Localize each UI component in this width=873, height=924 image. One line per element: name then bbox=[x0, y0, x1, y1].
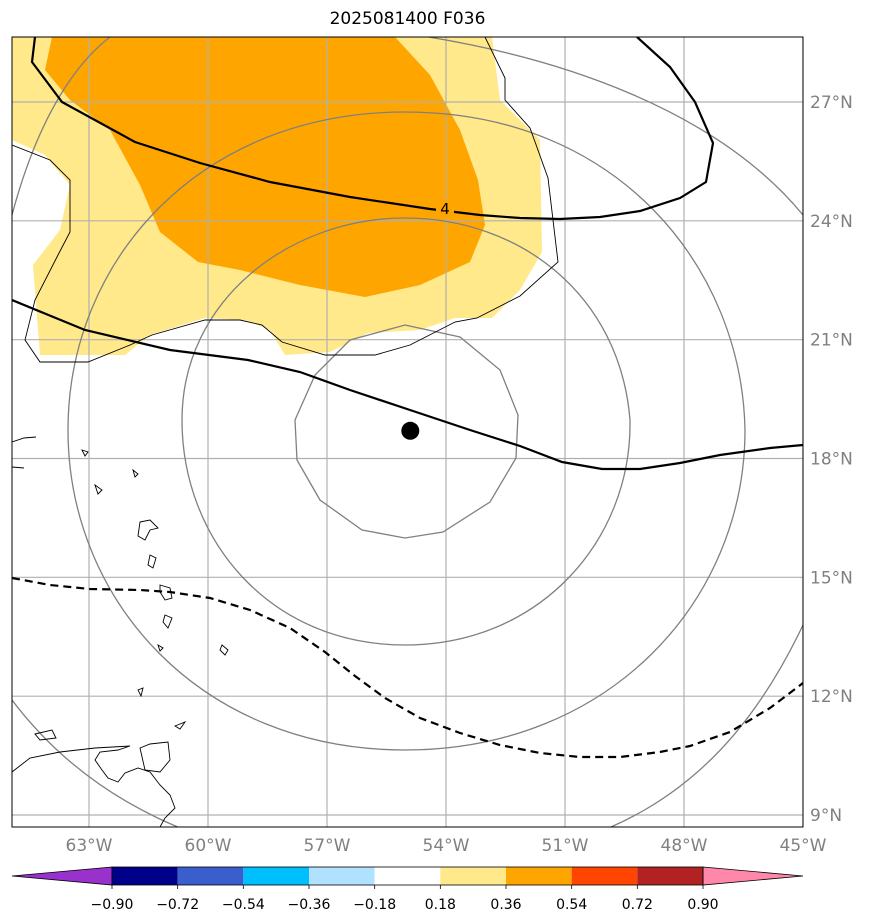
contour-middle bbox=[12, 298, 803, 471]
island-8 bbox=[157, 643, 164, 652]
colorbar-extend-low bbox=[11, 866, 113, 886]
range-ring-3 bbox=[67, 111, 746, 751]
island-11 bbox=[173, 721, 187, 730]
map-gridlines bbox=[12, 37, 803, 827]
contour-dashed bbox=[12, 576, 803, 759]
island-15 bbox=[139, 741, 171, 773]
island-12 bbox=[12, 436, 37, 443]
colorbar-frame bbox=[111, 866, 704, 886]
colorbar-label-6: 0.36 bbox=[490, 897, 521, 913]
contours bbox=[12, 37, 803, 759]
colorbar-segment-6 bbox=[440, 867, 506, 885]
lat-label-6: 27°N bbox=[810, 93, 853, 113]
colorbar: −0.90 −0.72 −0.54 −0.36 −0.18 0.18 0.36 0.54 0.7… bbox=[11, 866, 804, 913]
island-9 bbox=[219, 644, 229, 656]
colorbar-label-9: 0.90 bbox=[687, 897, 718, 913]
contour-label: 4 bbox=[440, 200, 450, 218]
lat-label-3: 18°N bbox=[810, 450, 853, 470]
colorbar-label-0: −0.90 bbox=[91, 897, 134, 913]
island-4 bbox=[137, 519, 159, 541]
lon-label-3: 54°W bbox=[423, 836, 470, 856]
contour-north bbox=[30, 37, 715, 221]
longitude-labels: 63°W 60°W 57°W 54°W 51°W 48°W 45°W bbox=[66, 836, 827, 856]
lon-label-1: 60°W bbox=[185, 836, 232, 856]
island-2 bbox=[94, 483, 103, 495]
storm-center-marker bbox=[401, 421, 420, 440]
colorbar-label-8: 0.72 bbox=[622, 897, 653, 913]
island-3 bbox=[132, 468, 139, 478]
lon-label-2: 57°W bbox=[304, 836, 351, 856]
lat-label-1: 12°N bbox=[810, 687, 853, 707]
range-ring-2 bbox=[181, 217, 631, 646]
map-area: 4 bbox=[12, 37, 803, 827]
colorbar-segment-3 bbox=[243, 867, 309, 885]
mainland-coast bbox=[12, 745, 176, 827]
colorbar-segment-8 bbox=[571, 867, 638, 885]
colorbar-segment-9 bbox=[637, 867, 703, 885]
colorbar-segment-4 bbox=[309, 867, 375, 885]
lat-label-2: 15°N bbox=[810, 568, 853, 588]
island-5 bbox=[147, 554, 157, 569]
island-14 bbox=[34, 729, 57, 741]
colorbar-extend-high bbox=[702, 866, 804, 886]
latitude-labels: 9°N 12°N 15°N 18°N 21°N 24°N 27°N bbox=[810, 93, 853, 826]
lat-label-5: 24°N bbox=[810, 212, 853, 232]
lon-label-5: 48°W bbox=[661, 836, 708, 856]
island-7 bbox=[162, 614, 173, 629]
lon-label-0: 63°W bbox=[66, 836, 113, 856]
outline-contour-thin bbox=[12, 37, 559, 363]
colorbar-segment-7 bbox=[506, 867, 572, 885]
colorbar-segment-2 bbox=[177, 867, 244, 885]
colorbar-label-1: −0.72 bbox=[156, 897, 199, 913]
island-10 bbox=[137, 687, 144, 698]
colorbar-label-2: −0.54 bbox=[222, 897, 265, 913]
map-frame bbox=[11, 36, 804, 828]
colorbar-label-3: −0.36 bbox=[288, 897, 331, 913]
colorbar-segment-5 bbox=[374, 867, 441, 885]
map-title: 2025081400 F036 bbox=[329, 9, 486, 29]
colorbar-label-5: 0.18 bbox=[425, 897, 456, 913]
island-1 bbox=[81, 449, 89, 457]
colorbar-label-7: 0.54 bbox=[556, 897, 587, 913]
contour-label-bg bbox=[436, 200, 454, 218]
colorbar-label-4: −0.18 bbox=[353, 897, 396, 913]
lat-label-4: 21°N bbox=[810, 331, 853, 351]
lat-label-0: 9°N bbox=[810, 806, 842, 826]
range-rings bbox=[12, 37, 803, 827]
colorbar-segment-1 bbox=[112, 867, 178, 885]
lon-label-6: 45°W bbox=[780, 836, 827, 856]
lon-label-4: 51°W bbox=[542, 836, 589, 856]
range-ring-1 bbox=[294, 324, 519, 539]
island-13 bbox=[12, 466, 25, 469]
